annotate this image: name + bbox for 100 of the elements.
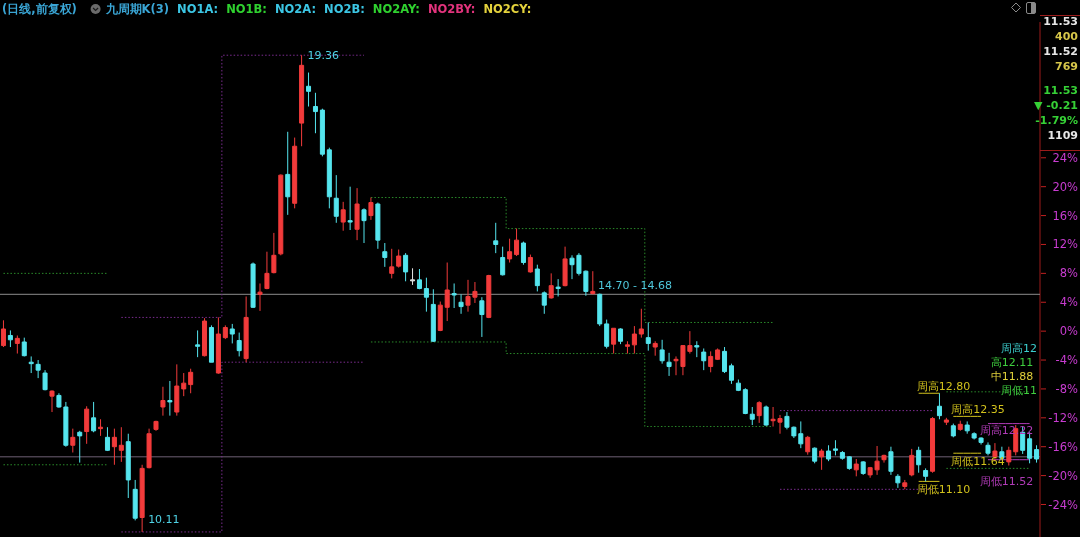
candlestick <box>881 454 887 464</box>
candlestick <box>333 174 339 224</box>
text: 400 <box>1055 30 1079 43</box>
candlestick <box>763 405 769 427</box>
candlestick <box>624 340 630 355</box>
candlestick <box>354 187 360 241</box>
candlestick <box>666 352 672 377</box>
candlestick <box>458 293 464 315</box>
candlestick <box>860 460 866 476</box>
candlestick <box>28 355 34 374</box>
candlestick <box>430 288 436 343</box>
candlestick <box>742 387 748 415</box>
candlestick <box>985 441 991 456</box>
candlestick <box>541 290 547 315</box>
candlestick <box>77 430 83 464</box>
candlestick <box>49 389 55 413</box>
candlestick <box>722 346 728 374</box>
text: 11.52 <box>1043 45 1078 58</box>
y-tick-label: 12% <box>1052 237 1079 252</box>
candlestick <box>694 340 700 358</box>
candlestick <box>923 467 929 482</box>
annotation: 19.36 <box>307 49 340 63</box>
candlestick <box>111 428 117 466</box>
y-tick-label: -16% <box>1048 439 1079 454</box>
series-label: 周高12.35 <box>951 403 1005 417</box>
candlestick <box>146 428 152 469</box>
candlestick <box>389 248 395 279</box>
candlestick <box>555 278 561 297</box>
y-tick-label: 20% <box>1052 179 1079 194</box>
candlestick <box>659 339 665 365</box>
candlestick <box>14 334 20 355</box>
annotation: 中11.88 <box>990 369 1034 383</box>
text: 11.53 <box>1043 84 1078 97</box>
candlestick <box>645 321 651 352</box>
candlestick <box>222 324 228 340</box>
candlestick <box>250 262 256 309</box>
candlestick <box>375 202 381 250</box>
candlestick <box>264 251 270 290</box>
annotation: 14.70 - 14.68 <box>598 279 672 293</box>
candlestick <box>652 340 658 357</box>
candlestick <box>819 448 825 471</box>
candlestick <box>243 295 249 363</box>
y-tick-label: 24% <box>1052 150 1079 165</box>
candlestick <box>202 317 208 357</box>
candlestick <box>715 347 721 361</box>
candlestick <box>520 241 526 266</box>
candlestick <box>35 359 41 379</box>
chart-title: (日线,前复权) <box>2 2 77 16</box>
candlestick <box>125 433 131 499</box>
candlestick <box>236 332 242 357</box>
candlestick <box>853 458 859 477</box>
candlestick <box>91 401 97 433</box>
candlestick <box>548 272 554 300</box>
candlestick <box>451 282 457 309</box>
annotation: ▼ -0.21 <box>1034 99 1078 112</box>
candlestick <box>479 296 485 338</box>
candlestick <box>590 270 596 295</box>
candlestick <box>916 446 922 474</box>
candlestick <box>42 369 48 391</box>
candlestick <box>486 274 492 319</box>
candlestick <box>527 254 533 274</box>
annotation: 高12.11 <box>990 355 1034 369</box>
candlestick <box>749 406 755 426</box>
candlestick <box>306 72 312 108</box>
candlestick <box>597 293 603 327</box>
candlestick <box>618 327 624 345</box>
candlestick <box>936 392 942 420</box>
candlestick <box>368 197 374 221</box>
candlestick <box>271 232 277 274</box>
candlestick <box>631 325 637 355</box>
y-tick-label: 16% <box>1052 208 1079 223</box>
candlestick <box>930 416 936 474</box>
candlestick <box>403 252 409 282</box>
y-tick-label: -24% <box>1048 497 1079 512</box>
candlestick <box>500 246 506 277</box>
candlestick <box>118 426 124 463</box>
candlestick <box>181 372 187 397</box>
candlestick <box>139 464 145 533</box>
candlestick <box>735 379 741 392</box>
text: 769 <box>1055 60 1078 73</box>
candlestick <box>888 446 894 476</box>
series-label: 周低11.10 <box>916 483 971 497</box>
candlestick <box>604 319 610 349</box>
candlestick <box>132 479 138 521</box>
candlestick <box>444 262 450 322</box>
candlestick <box>728 363 734 385</box>
y-tick-label: -8% <box>1055 381 1079 396</box>
y-tick-label: -12% <box>1048 410 1079 425</box>
candlestick <box>756 400 762 424</box>
candlestick <box>846 455 852 471</box>
candlestick <box>534 264 540 292</box>
y-tick-label: 8% <box>1059 266 1079 281</box>
candlestick <box>832 439 838 456</box>
candlestick <box>514 228 520 257</box>
candlestick <box>1034 444 1040 464</box>
candlestick <box>839 450 845 461</box>
candlestick <box>326 147 332 209</box>
candlestick <box>167 380 173 417</box>
candlestick <box>964 420 970 435</box>
candlestick <box>160 386 166 417</box>
